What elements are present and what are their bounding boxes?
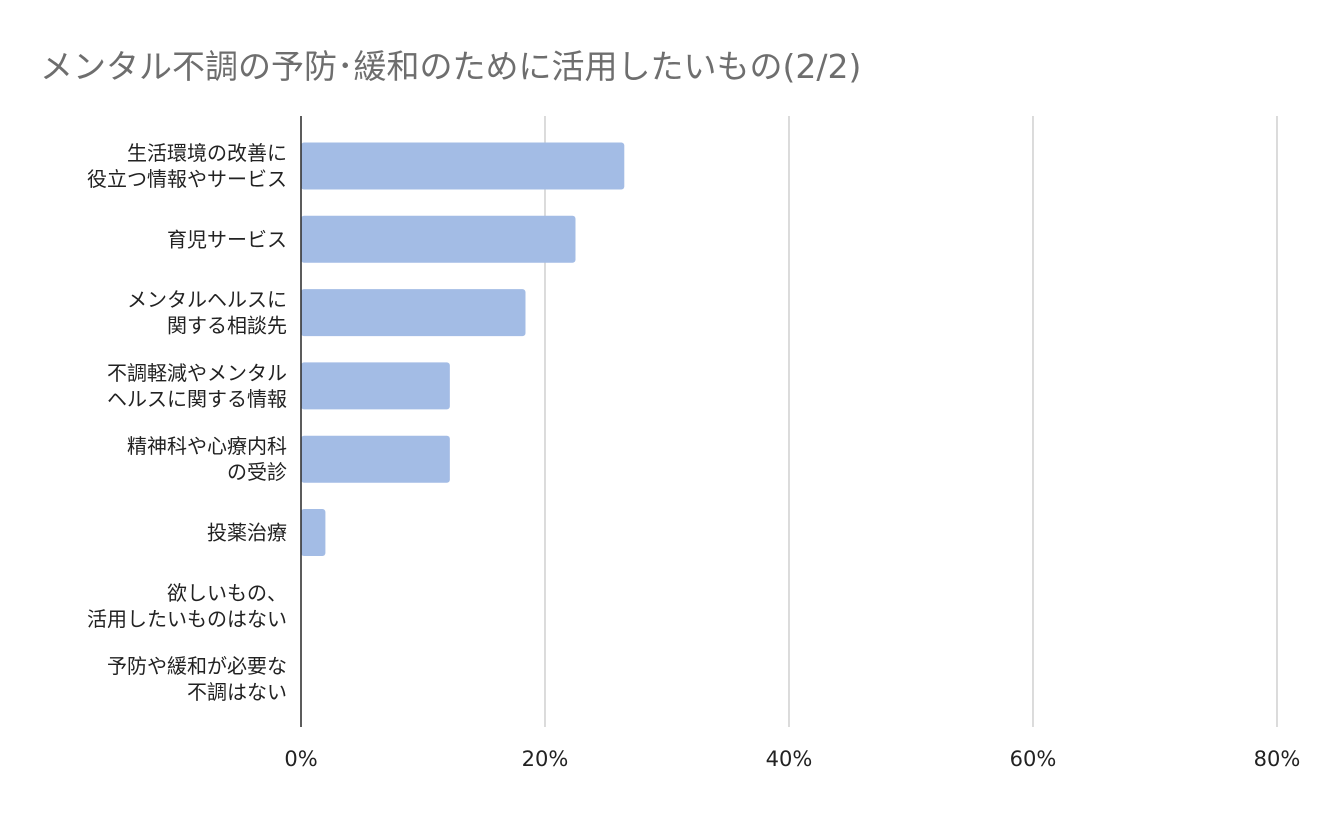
category-label-8-line-1: 予防や緩和が必要な [107, 654, 287, 678]
bar-4 [301, 362, 450, 410]
bar-1 [301, 142, 625, 190]
tick-label-40: 40% [766, 747, 813, 771]
category-label-5-line-1: 精神科や心療内科 [127, 434, 287, 458]
tick-label-60: 60% [1010, 747, 1057, 771]
category-label-3-line-1: メンタルヘルスに [127, 288, 287, 312]
category-label-1-line-2: 役立つ情報やサービス [87, 167, 287, 191]
category-label-3-line-2: 関する相談先 [167, 314, 287, 338]
bar-2 [301, 215, 576, 263]
bars [301, 142, 625, 556]
tick-label-80: 80% [1254, 747, 1301, 771]
category-label-6-line-1: 投薬治療 [207, 521, 287, 545]
category-label-7-line-1: 欲しいもの、 [167, 581, 287, 605]
category-label-7-line-2: 活用したいものはない [87, 607, 287, 631]
bar-3 [301, 289, 526, 337]
category-label-2-line-1: 育児サービス [167, 227, 287, 251]
category-label-4-line-1: 不調軽減やメンタル [107, 361, 287, 385]
category-label-4-line-2: ヘルスに関する情報 [107, 387, 287, 411]
chart-title: メンタル不調の予防･緩和のために活用したいもの(2/2) [40, 47, 862, 86]
category-label-1-line-1: 生活環境の改善に [127, 141, 287, 165]
category-label-5-line-2: の受診 [227, 460, 287, 484]
bar-6 [301, 509, 326, 556]
tick-labels: 0% 20% 40% 60% 80% [284, 747, 1300, 771]
tick-label-0: 0% [284, 747, 317, 771]
tick-label-20: 20% [522, 747, 569, 771]
gridlines [544, 116, 1278, 727]
category-labels: 生活環境の改善に役立つ情報やサービス育児サービスメンタルヘルスに関する相談先不調… [87, 141, 287, 704]
category-label-8-line-2: 不調はない [187, 680, 287, 704]
bar-5 [301, 435, 450, 483]
